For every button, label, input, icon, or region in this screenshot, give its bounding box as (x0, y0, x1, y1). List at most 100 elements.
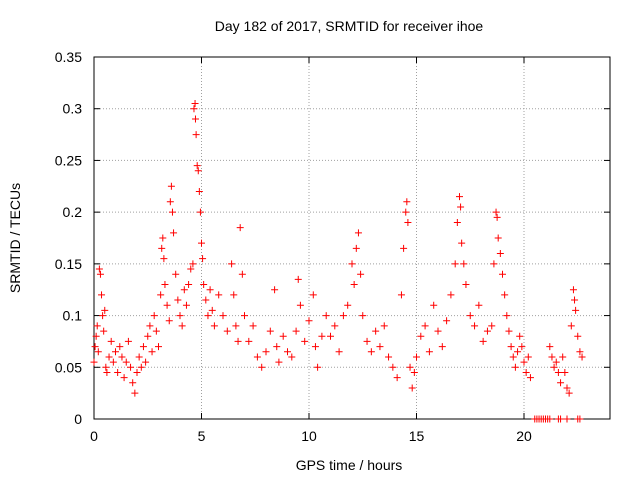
data-point (176, 312, 184, 320)
data-point (554, 368, 562, 376)
data-point (185, 281, 193, 289)
data-point (193, 162, 201, 170)
data-point (191, 115, 199, 123)
data-point (144, 332, 152, 340)
data-point (253, 353, 261, 361)
data-point (417, 332, 425, 340)
data-point (112, 348, 119, 356)
y-tick-label: 0 (74, 411, 82, 427)
data-point (107, 337, 115, 345)
data-point (490, 260, 498, 268)
y-tick-label: 0.05 (55, 359, 82, 375)
data-point (92, 332, 100, 340)
data-point (194, 167, 202, 175)
data-point (284, 348, 291, 356)
data-point (524, 353, 532, 361)
data-point (266, 327, 274, 335)
data-point (496, 250, 504, 258)
data-point (493, 213, 501, 221)
x-ticks: 0 5 10 15 20 (90, 57, 532, 444)
data-point (471, 322, 479, 330)
data-point (279, 332, 287, 340)
data-point (367, 348, 375, 356)
data-point (192, 131, 200, 139)
data-point (296, 301, 304, 309)
data-point (354, 229, 362, 237)
data-point (180, 286, 188, 294)
data-point (288, 353, 296, 361)
data-point (546, 343, 554, 351)
data-point (210, 322, 218, 330)
data-point (178, 322, 186, 330)
data-point (380, 322, 388, 330)
data-point (457, 203, 465, 211)
data-point (245, 337, 253, 345)
data-point (98, 291, 106, 299)
data-point (430, 301, 438, 309)
data-point (158, 244, 166, 252)
data-point (311, 343, 319, 351)
x-tick-label: 5 (198, 428, 206, 444)
data-point (159, 234, 167, 242)
data-point (552, 358, 560, 366)
data-point (236, 224, 244, 232)
data-point (292, 327, 300, 335)
data-point (410, 368, 418, 376)
data-point (187, 265, 195, 273)
y-tick-label: 0.1 (63, 308, 83, 324)
data-point (157, 291, 165, 299)
data-point (199, 255, 207, 263)
data-point (249, 322, 257, 330)
data-point (258, 363, 266, 371)
data-point (466, 312, 474, 320)
data-point (335, 348, 343, 356)
data-point (344, 301, 352, 309)
data-point (101, 306, 109, 314)
data-point (198, 239, 205, 247)
data-point (94, 348, 102, 356)
data-point (447, 291, 455, 299)
data-point (350, 281, 358, 289)
data-point (305, 317, 313, 325)
data-point (294, 275, 302, 283)
y-tick-label: 0.35 (55, 49, 82, 65)
data-point (103, 368, 111, 376)
data-point (578, 353, 586, 361)
data-point (359, 312, 367, 320)
data-point (546, 415, 554, 423)
data-point (348, 260, 356, 268)
data-point (421, 322, 429, 330)
data-point (576, 348, 584, 356)
data-point (168, 208, 176, 216)
data-point (475, 301, 483, 309)
data-point (118, 353, 126, 361)
data-point (451, 260, 459, 268)
data-point (363, 337, 371, 345)
data-point (99, 312, 107, 320)
data-point (301, 337, 309, 345)
data-point (548, 353, 556, 361)
data-point (569, 286, 577, 294)
data-point (100, 327, 108, 335)
data-point (96, 270, 104, 278)
data-point (492, 208, 500, 216)
data-point (275, 358, 283, 366)
data-point (339, 312, 347, 320)
data-point (122, 358, 130, 366)
x-tick-label: 20 (516, 428, 532, 444)
x-axis-label: GPS time / hours (296, 457, 403, 473)
data-point (322, 312, 330, 320)
data-point (314, 363, 322, 371)
data-point (190, 105, 198, 113)
data-point (511, 363, 519, 371)
data-point (163, 301, 171, 309)
data-point (174, 296, 182, 304)
data-point (133, 368, 141, 376)
data-point (142, 358, 150, 366)
data-point (520, 358, 528, 366)
plot-frame (93, 56, 611, 420)
data-point (397, 291, 405, 299)
data-point (352, 244, 360, 252)
data-point (393, 374, 401, 382)
